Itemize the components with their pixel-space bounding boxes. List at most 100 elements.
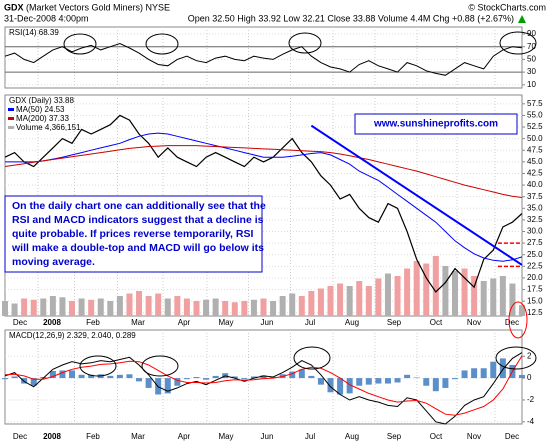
volume-bar [480,281,487,316]
ellipse [288,32,322,54]
y-tick-label: 17.5 [527,285,543,294]
histogram-bar [212,375,219,379]
y-tick-label: 30.0 [527,227,543,236]
histogram-bar [107,375,114,379]
x-tick-label: May [218,318,233,327]
histogram-bar [203,378,210,380]
x-tick-label: Feb [86,432,100,441]
volume-bar [461,268,468,316]
x-tick-label: Jul [305,432,315,441]
y-tick-label: 45.0 [527,157,543,166]
histogram-bar [346,378,353,394]
y-tick-label: 0 [527,373,532,382]
histogram-bar [356,378,363,386]
x-tick-label: Dec [505,318,519,327]
volume-bar [30,299,37,316]
volume-bar [116,296,123,316]
histogram-bar [461,370,468,379]
source: © StockCharts.com [468,2,546,12]
volume-bar [365,286,372,316]
y-tick-label: 12.5 [527,308,543,317]
x-tick-label: May [218,432,233,441]
x-tick-label: Aug [345,432,359,441]
histogram-bar [451,378,458,380]
volume-bar [183,298,190,316]
website: www.sunshineprofits.com [373,119,498,130]
x-tick-label: Oct [430,432,443,441]
website-box [354,113,518,135]
series-line [4,42,523,76]
series-line [4,352,523,425]
volume-bar [442,266,449,316]
x-tick-label: Dec [13,432,27,441]
histogram-bar [241,378,248,380]
volume-bar [203,299,210,316]
y-tick-label: 32.5 [527,215,543,224]
volume-bar [260,298,267,316]
legend-label: GDX (Daily) 33.88 [9,96,74,105]
histogram-bar [490,361,497,379]
volume-bar [279,296,286,316]
y-tick-label: 25.0 [527,250,543,259]
histogram-bar [471,368,478,379]
x-tick-label: Sep [387,432,402,441]
ellipse [145,33,179,55]
quote: Open 32.50 High 33.92 Low 32.21 Close 33… [188,13,514,23]
volume-bar [97,298,104,316]
histogram-bar [88,374,95,379]
volume-bar [471,276,478,316]
histogram-bar [337,378,344,395]
x-tick-label: Jun [261,432,274,441]
legend-label: MA(50) 24.53 [16,105,65,114]
histogram-bar [308,375,315,379]
histogram-bar [231,376,238,379]
volume-bar [413,261,420,316]
volume-bar [509,283,516,316]
y-tick-label: 35.0 [527,203,543,212]
volume-bar [21,298,28,316]
legend-label: RSI(14) 68.39 [9,28,59,37]
highlight-ellipses [63,31,537,377]
volume-bar [250,299,257,316]
histogram-bar [2,378,8,380]
volume-bar [11,303,18,316]
histogram-bar [289,371,296,379]
volume-bar [107,301,114,316]
volume-bar [241,301,248,316]
histogram-bar [423,378,430,386]
histogram-bar [49,370,56,379]
x-tick-label: Dec [505,432,519,441]
histogram-bar [317,378,324,385]
note-line: RSI and MACD indicators suggest that a d… [12,214,264,226]
note-line: quite probable. If prices reverse tempor… [12,228,253,240]
histogram-bar [193,377,200,379]
volume-bar [145,296,152,316]
volume-bar [78,298,85,316]
volume-bar [88,299,95,316]
volume-bar [2,301,8,316]
y-tick-label: 40.0 [527,180,543,189]
x-tick-label: Apr [178,432,191,441]
histogram-bar [59,370,66,379]
histogram-bar [394,378,401,383]
volume-bar [59,297,66,316]
volume-bar [222,301,229,316]
x-tick-label: Jul [305,318,315,327]
date: 31-Dec-2008 4:00pm [4,13,89,23]
y-tick-label: -4 [527,417,535,426]
histogram-bar [183,378,190,380]
volume-bar [231,302,238,316]
ellipse [293,346,331,370]
volume-bar [289,293,296,316]
x-tick-label: 2008 [43,432,61,441]
x-tick-label: Sep [387,318,402,327]
histogram-bar [69,370,76,379]
histogram-bar [250,376,257,379]
volume-bar [394,276,401,316]
x-tick-label: Jun [261,318,274,327]
histogram-bar [432,378,439,392]
histogram-bar [164,378,171,394]
legend-swatch [8,108,14,111]
volume-bar [126,293,133,316]
x-tick-label: Oct [430,318,443,327]
